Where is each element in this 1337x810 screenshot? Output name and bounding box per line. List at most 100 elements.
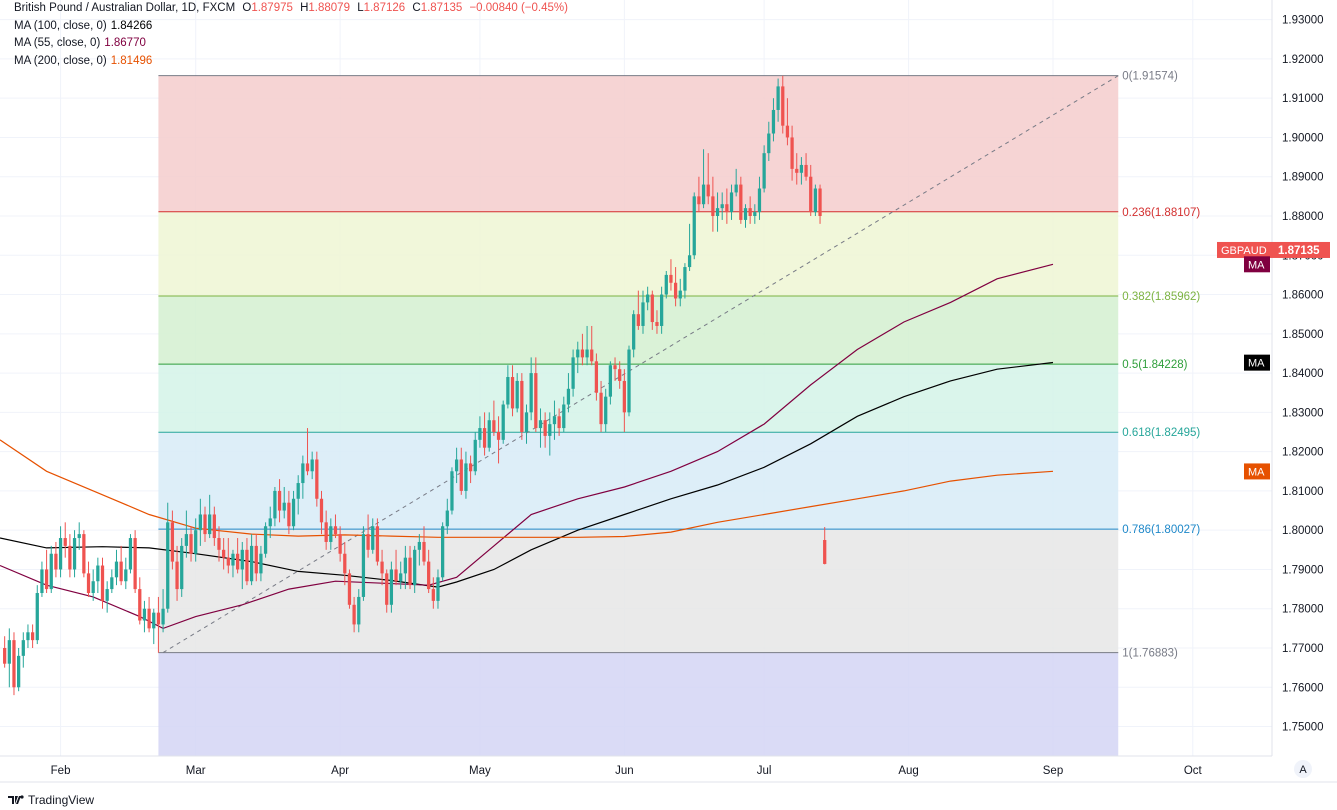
fib-label-0.786: 0.786(1.80027) [1122,524,1200,536]
candle [655,310,659,334]
candle-body [296,483,300,499]
candle-body [748,208,752,216]
time-tick-label: May [469,765,491,777]
symbol-row[interactable]: British Pound / Australian Dollar, 1D, F… [14,0,568,18]
candle [343,541,347,586]
candle-body [673,282,678,299]
auto-scale-button[interactable]: A [1294,760,1312,778]
candle-body [366,534,370,550]
candle [576,341,580,374]
candle [641,290,645,334]
price-axis[interactable]: 1.75000 1.76000 1.77000 1.78000 1.79000 1.800… [1217,0,1337,810]
candle-body [189,534,193,554]
candle-body [762,153,766,189]
candle-body [329,526,333,542]
candle [697,176,701,213]
candle-body [110,577,114,590]
candle [566,373,571,413]
fibonacci-retracement[interactable]: 0(1.91574) 0.236(1.88107) 0.382(1.85962) 0.… [158,71,1200,756]
candle [371,518,375,554]
candle-body [492,420,496,432]
candle [152,608,156,645]
candle-body [235,553,240,570]
tradingview-logo-icon [8,795,24,804]
candlesticks [3,75,827,696]
price-tick-label: 1.82000 [1282,447,1324,459]
candle-body [21,640,25,656]
candle-body [124,569,128,582]
indicator-row-ma100[interactable]: MA (100, close, 0) 1.84266 [14,18,568,36]
candle [482,412,487,456]
candle [818,184,822,224]
candle-body [319,498,324,523]
candle [268,506,272,539]
price-tick-label: 1.80000 [1282,525,1324,537]
candle-body [249,545,254,582]
ohlc-change: −0.00840 (−0.45%) [469,2,568,14]
indicator-value: 1.81496 [110,54,153,67]
indicator-label: MA (200, close, 0) [14,54,107,67]
symbol-badge-text: GBPAUD [1221,245,1267,257]
candle [743,204,748,228]
candle [450,467,454,515]
candle [715,192,720,232]
candle-body [184,534,189,546]
candle-body [753,212,757,216]
candle-body [715,208,720,216]
candle-body [659,294,664,326]
ma-line [0,439,1054,538]
candle-body [198,514,202,531]
candle-body [781,86,785,126]
indicator-row-ma55[interactable]: MA (55, close, 0) 1.86770 [14,35,568,53]
candle [91,569,95,601]
tradingview-brand[interactable]: TradingView [8,793,94,807]
candle [338,526,342,562]
candle-body [259,553,263,574]
candle-body [655,322,659,326]
indicator-row-ma200[interactable]: MA (200, close, 0) 1.81496 [14,53,568,71]
candle [823,527,827,565]
candle-body [91,581,95,594]
candle [501,400,505,444]
candle [683,263,687,299]
candle-body [277,490,282,511]
candle-body [333,526,338,535]
candle [72,530,77,578]
candle [366,514,370,558]
candle-body [632,314,636,350]
candle-body [552,416,557,425]
candle-body [757,188,762,213]
candle [319,490,324,535]
candle [273,486,277,527]
candle [403,545,407,590]
candle-body [315,459,319,499]
candle-body [58,538,63,570]
candle [436,569,440,609]
candle-body [380,561,384,574]
candle [357,589,361,633]
candle [767,121,771,162]
candle-body [96,565,100,582]
price-tick-label: 1.90000 [1282,132,1324,144]
candle [375,518,380,566]
candle [468,455,473,484]
candle-body [343,553,347,574]
time-axis[interactable]: Feb Mar Apr May Jun Jul Aug Sep Oct A [0,755,1337,810]
candle [347,569,352,609]
candle [557,408,561,436]
candle-body [226,557,230,566]
candle [63,522,67,558]
candle-body [282,502,286,511]
ma-line [0,361,1054,588]
candle [12,632,16,696]
candle [427,549,431,594]
candle [520,373,524,440]
candle-body [72,538,77,570]
fib-label-1: 1(1.76883) [1122,648,1178,660]
auto-scale-button-label: A [1299,764,1307,776]
price-tick-label: 1.93000 [1282,15,1324,27]
candle [119,545,123,586]
candle [180,538,184,597]
candle-body [170,522,175,562]
